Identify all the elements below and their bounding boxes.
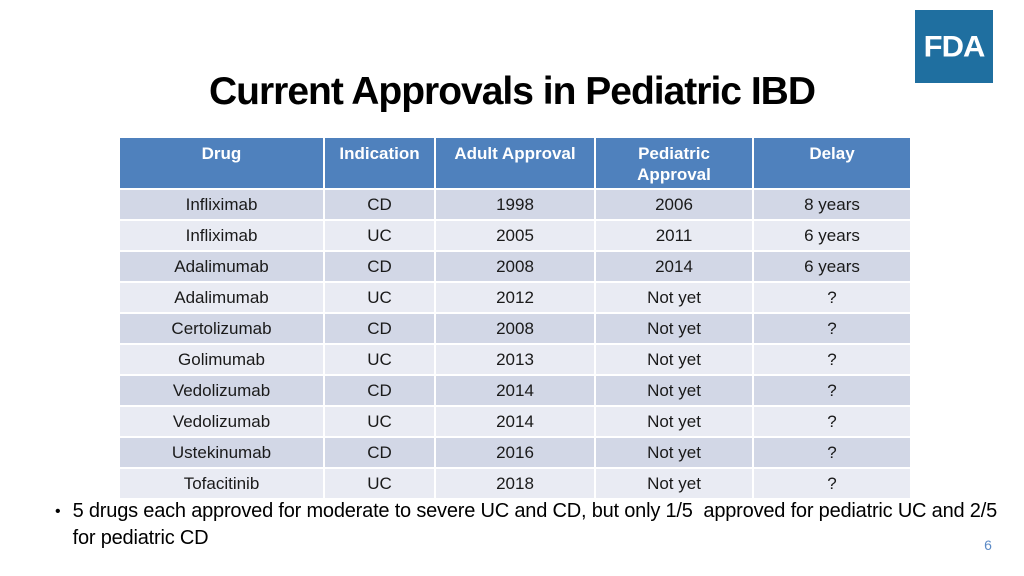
table-cell: CD (325, 314, 434, 343)
table-cell: UC (325, 345, 434, 374)
table-cell: 2014 (436, 376, 594, 405)
table-cell: ? (754, 438, 910, 467)
table-cell: Adalimumab (120, 252, 323, 281)
table-cell: 2011 (596, 221, 752, 250)
table-cell: 2014 (436, 407, 594, 436)
table-cell: UC (325, 283, 434, 312)
table-cell: CD (325, 376, 434, 405)
table-cell: ? (754, 283, 910, 312)
table-cell: Not yet (596, 438, 752, 467)
column-header: Drug (120, 138, 323, 188)
table-cell: Adalimumab (120, 283, 323, 312)
fda-logo-text: FDA (923, 29, 986, 63)
bullet-marker: • (55, 503, 61, 520)
table-cell: 2016 (436, 438, 594, 467)
table-cell: CD (325, 252, 434, 281)
table-cell: ? (754, 376, 910, 405)
column-header: Delay (754, 138, 910, 188)
table-cell: ? (754, 314, 910, 343)
table-cell: Not yet (596, 376, 752, 405)
table-cell: ? (754, 345, 910, 374)
table-cell: 6 years (754, 221, 910, 250)
table-cell: 2008 (436, 314, 594, 343)
table-cell: 2012 (436, 283, 594, 312)
table-cell: Infliximab (120, 190, 323, 219)
table-cell: Certolizumab (120, 314, 323, 343)
page-title: Current Approvals in Pediatric IBD (208, 70, 816, 113)
table-cell: Not yet (596, 469, 752, 498)
table-cell: Vedolizumab (120, 376, 323, 405)
bullet-text: 5 drugs each approved for moderate to se… (72, 500, 1003, 549)
table-cell: Not yet (596, 283, 752, 312)
bullet-item: • 5 drugs each approved for moderate to … (55, 498, 1005, 552)
fda-logo: FDA (915, 10, 993, 83)
page-number: 6 (984, 537, 992, 553)
column-header: Pediatric Approval (596, 138, 752, 188)
table-cell: 2005 (436, 221, 594, 250)
table-cell: UC (325, 407, 434, 436)
table-cell: Ustekinumab (120, 438, 323, 467)
table-cell: Not yet (596, 314, 752, 343)
approvals-table: Drug Indication Adult Approval Pediatric Ap… (120, 138, 910, 498)
table-cell: 2018 (436, 469, 594, 498)
table-cell: 2013 (436, 345, 594, 374)
table-cell: 2006 (596, 190, 752, 219)
table-cell: UC (325, 469, 434, 498)
table-cell: 2014 (596, 252, 752, 281)
column-header: Adult Approval (436, 138, 594, 188)
table-cell: 6 years (754, 252, 910, 281)
table-cell: ? (754, 469, 910, 498)
table-cell: 8 years (754, 190, 910, 219)
table-cell: ? (754, 407, 910, 436)
table-cell: Tofacitinib (120, 469, 323, 498)
table-cell: Golimumab (120, 345, 323, 374)
table-cell: Vedolizumab (120, 407, 323, 436)
table-cell: Not yet (596, 407, 752, 436)
table-cell: Not yet (596, 345, 752, 374)
table-cell: UC (325, 221, 434, 250)
table-cell: CD (325, 190, 434, 219)
table-cell: CD (325, 438, 434, 467)
column-header: Indication (325, 138, 434, 188)
table-cell: 2008 (436, 252, 594, 281)
table-cell: Infliximab (120, 221, 323, 250)
table-cell: 1998 (436, 190, 594, 219)
